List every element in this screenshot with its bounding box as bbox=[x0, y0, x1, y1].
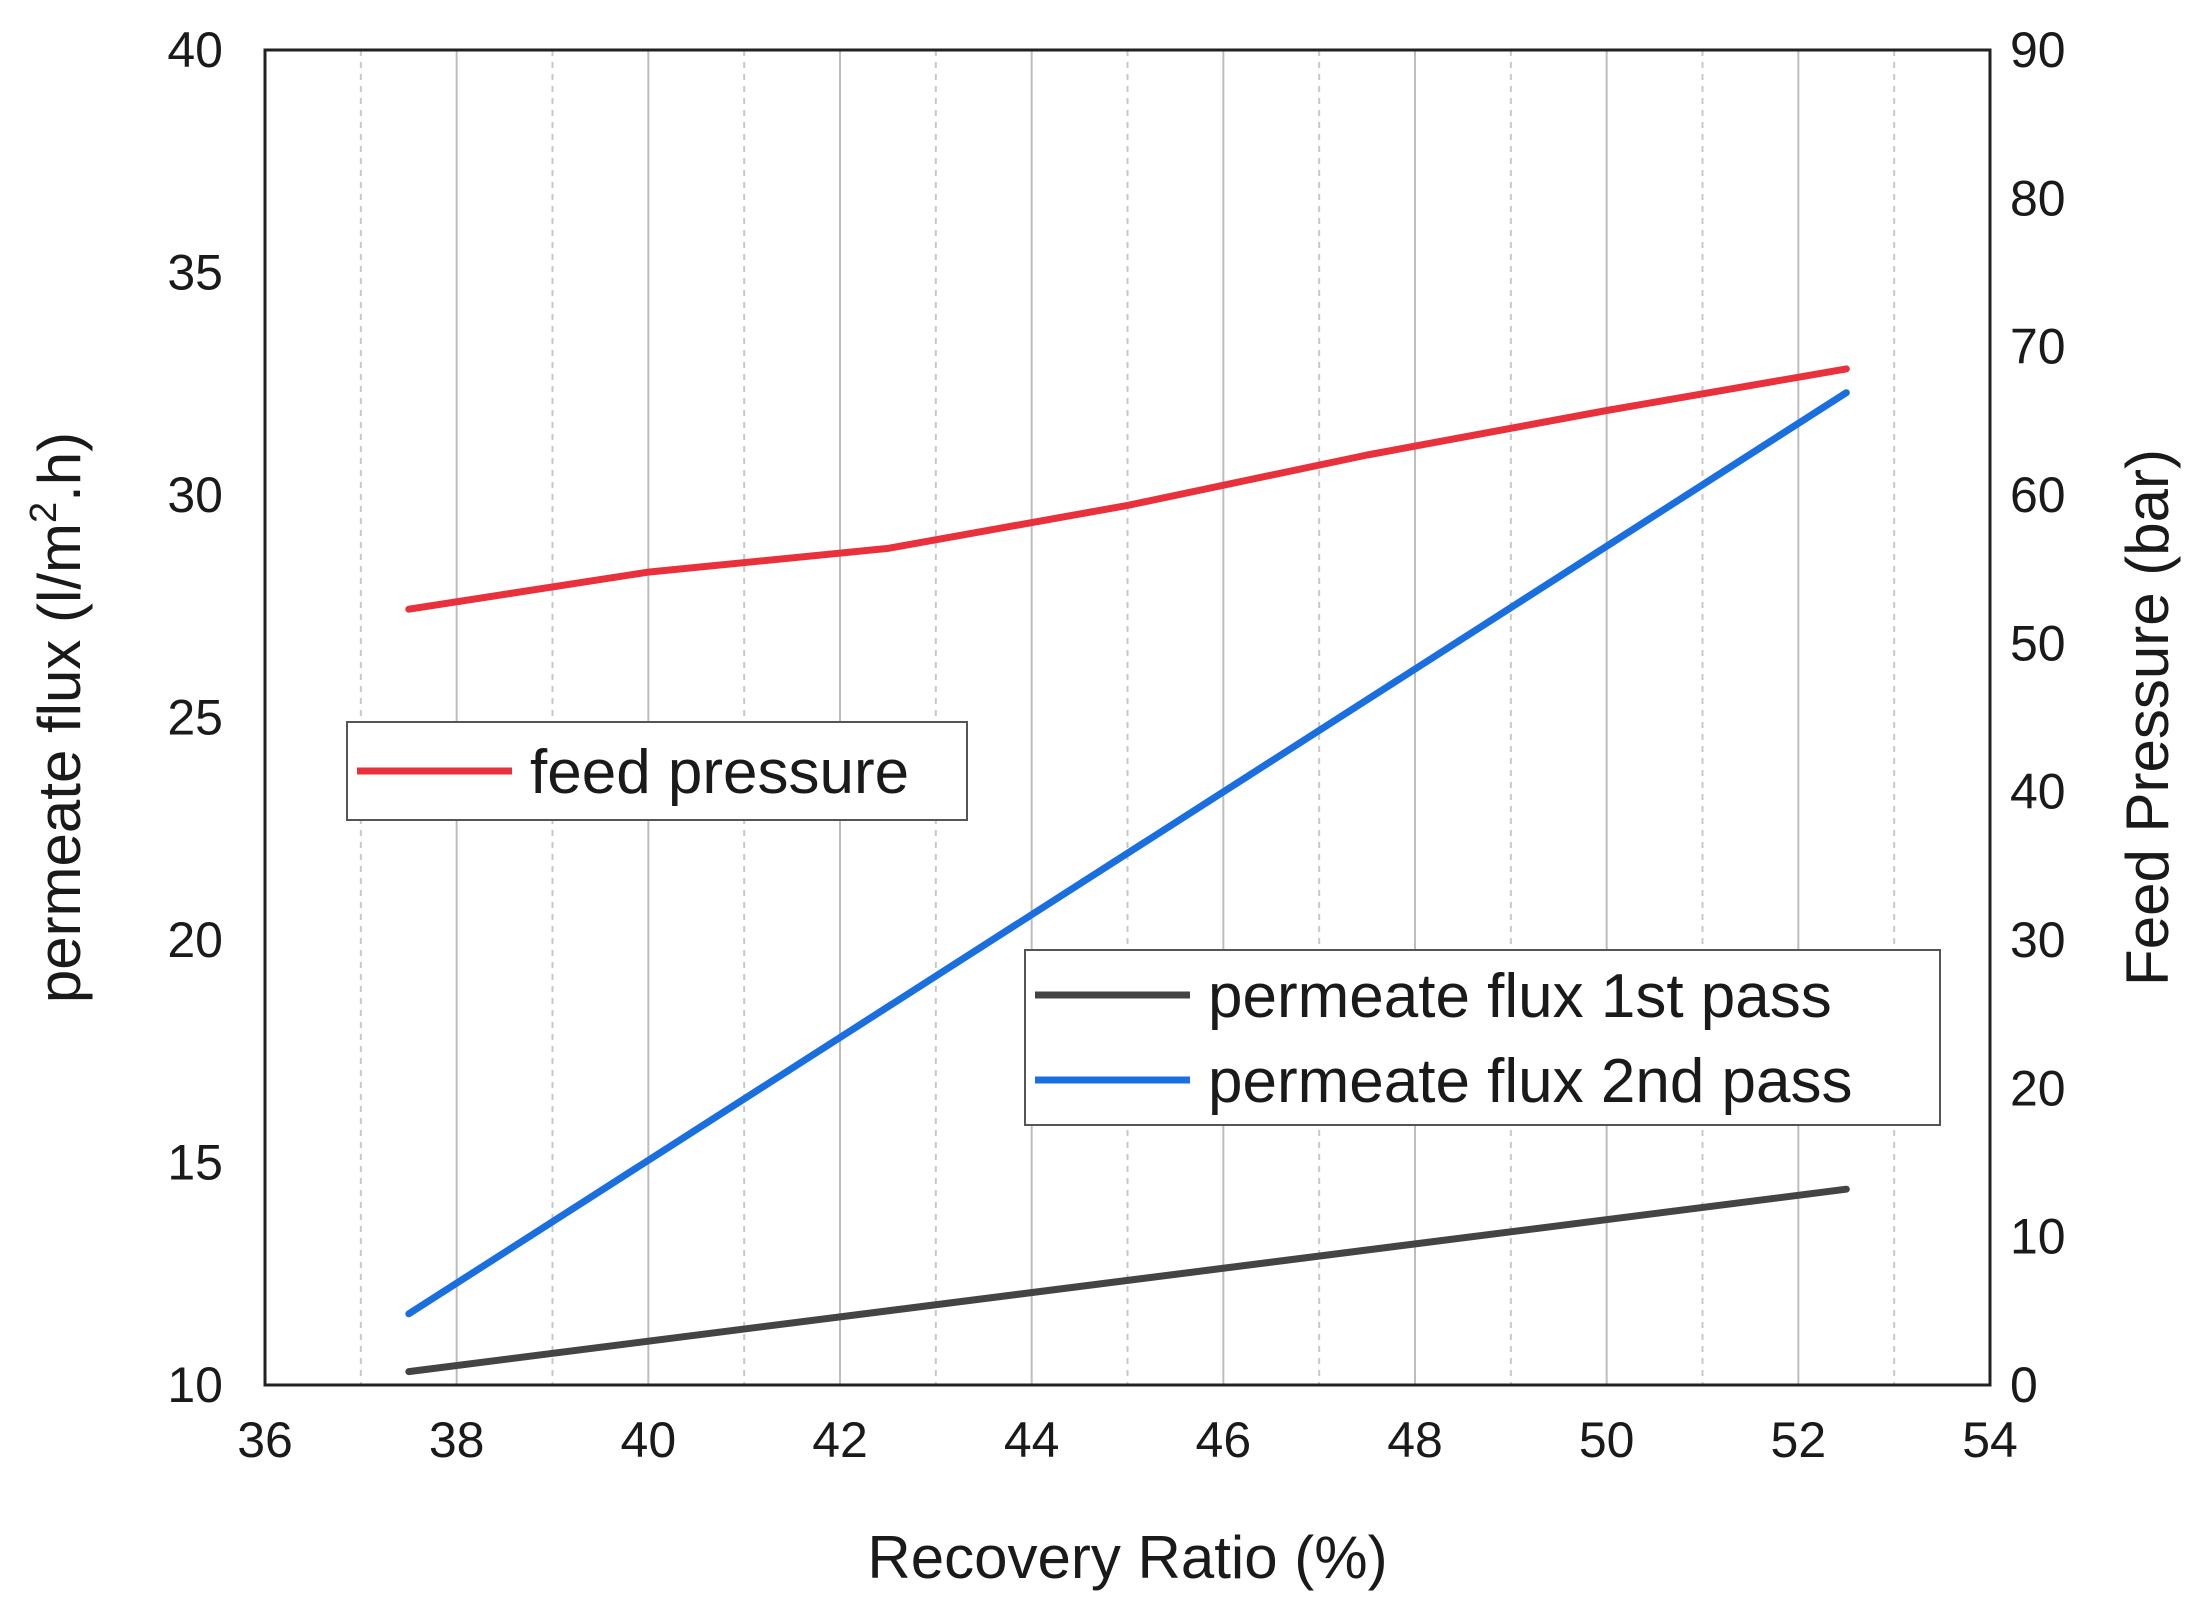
series-line-permeate-flux-2nd-pass bbox=[405, 389, 1850, 1318]
series-line-feed-pressure bbox=[405, 365, 1850, 613]
legend-label-feed-pressure: feed pressure bbox=[530, 738, 909, 807]
y-right-tick-label: 10 bbox=[2010, 1209, 2066, 1265]
y-axis-left-title-superscript: 2 bbox=[23, 502, 65, 523]
y-left-tick-label: 25 bbox=[167, 690, 223, 746]
legend-label-permeate-flux-2nd-pass: permeate flux 2nd pass bbox=[1208, 1047, 1853, 1116]
y-left-tick-label: 40 bbox=[167, 22, 223, 78]
y-axis-left-title-prefix: permeate flux (l/m bbox=[26, 523, 93, 1003]
y-axis-left-title: permeate flux (l/m2.h) bbox=[23, 432, 93, 1003]
y-axis-left-title-suffix: .h) bbox=[26, 432, 93, 502]
x-tick-label: 50 bbox=[1579, 1412, 1635, 1468]
x-tick-label: 40 bbox=[621, 1412, 677, 1468]
y-left-tick-label: 20 bbox=[167, 912, 223, 968]
legend-box bbox=[1024, 949, 1941, 1126]
series-line-permeate-flux-1st-pass bbox=[405, 1185, 1850, 1376]
y-right-tick-label: 20 bbox=[2010, 1060, 2066, 1116]
legend-feed-pressure: feed pressure bbox=[346, 721, 968, 821]
x-tick-label: 42 bbox=[812, 1412, 868, 1468]
x-tick-label: 54 bbox=[1962, 1412, 2018, 1468]
y-right-tick-label: 60 bbox=[2010, 467, 2066, 523]
y-left-tick-label: 10 bbox=[167, 1357, 223, 1413]
y-axis-left-ticks: 10 15 20 25 30 35 40 bbox=[167, 22, 223, 1413]
y-left-tick-label: 15 bbox=[167, 1135, 223, 1191]
x-tick-label: 46 bbox=[1196, 1412, 1252, 1468]
y-right-tick-label: 90 bbox=[2010, 22, 2066, 78]
y-right-tick-label: 40 bbox=[2010, 764, 2066, 820]
x-axis-title: Recovery Ratio (%) bbox=[867, 1524, 1387, 1591]
y-right-tick-label: 30 bbox=[2010, 912, 2066, 968]
y-left-tick-label: 30 bbox=[167, 467, 223, 523]
plot-frame bbox=[263, 48, 1992, 1387]
grid-layer bbox=[359, 50, 1896, 1385]
x-tick-label: 38 bbox=[429, 1412, 485, 1468]
series-layer bbox=[405, 365, 1850, 1376]
x-tick-label: 52 bbox=[1771, 1412, 1827, 1468]
y-right-tick-label: 70 bbox=[2010, 319, 2066, 375]
y-right-tick-label: 80 bbox=[2010, 170, 2066, 226]
y-axis-right-ticks: 0 10 20 30 40 50 60 70 80 90 bbox=[2010, 22, 2066, 1413]
y-axis-right-title: Feed Pressure (bar) bbox=[2114, 449, 2181, 986]
x-axis-ticks: 36 38 40 42 44 46 48 50 52 54 bbox=[237, 1412, 2018, 1468]
x-tick-label: 44 bbox=[1004, 1412, 1060, 1468]
y-right-tick-label: 50 bbox=[2010, 615, 2066, 671]
y-left-tick-label: 35 bbox=[167, 245, 223, 301]
legend-permeate-flux: permeate flux 1st pass permeate flux 2nd… bbox=[1024, 949, 1941, 1126]
x-tick-label: 36 bbox=[237, 1412, 293, 1468]
x-tick-label: 48 bbox=[1387, 1412, 1443, 1468]
y-right-tick-label: 0 bbox=[2010, 1357, 2038, 1413]
legend-label-permeate-flux-1st-pass: permeate flux 1st pass bbox=[1208, 962, 1832, 1031]
